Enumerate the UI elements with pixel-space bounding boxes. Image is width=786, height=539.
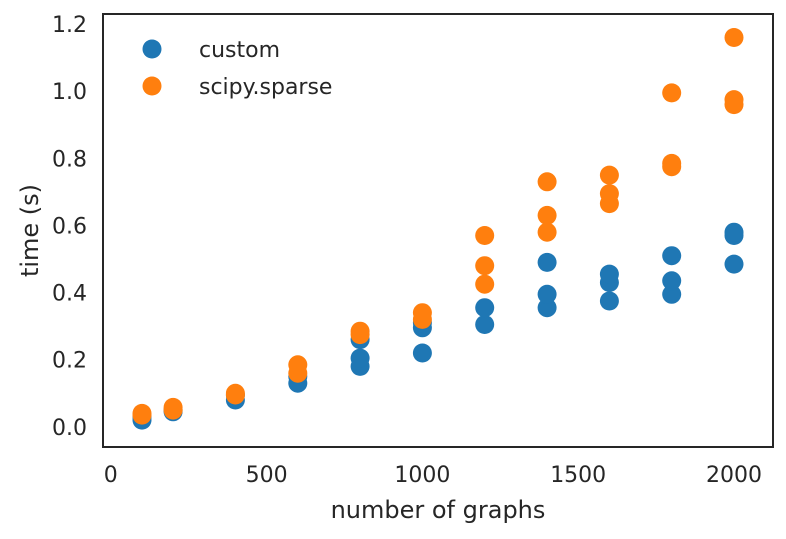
point-custom-9 [350,348,370,368]
plot-frame [102,13,774,448]
x-tick-label: 0 [104,463,118,488]
point-custom-18 [537,252,557,272]
point-scipy-sparse-23 [662,83,682,103]
point-scipy-sparse-17 [537,172,557,192]
y-tick-label: 0.6 [52,215,87,240]
y-tick-label: 0.0 [52,416,87,441]
point-scipy-sparse-13 [475,256,495,276]
point-custom-14 [475,315,495,334]
point-scipy-sparse-20 [599,165,619,185]
point-scipy-sparse-14 [475,226,495,245]
y-axis-label: time (s) [16,184,44,277]
y-tick-label: 0.8 [52,147,87,172]
point-scipy-sparse-3 [163,397,183,417]
point-scipy-sparse-7 [288,355,308,375]
point-scipy-sparse-11 [412,303,432,323]
point-custom-16 [537,298,557,318]
y-tick-label: 0.4 [52,282,87,307]
point-custom-27 [724,222,744,242]
y-axis-ticks: 0.0 0.2 0.4 0.6 0.8 1.0 1.2 [52,13,87,441]
point-scipy-sparse-5 [225,383,245,403]
y-tick-label: 1.0 [52,80,87,105]
point-scipy-sparse-25 [724,90,744,110]
point-custom-19 [599,291,619,311]
legend-label-custom: custom [199,38,280,63]
point-scipy-sparse-15 [537,222,557,242]
x-axis-ticks: 0 500 1000 1500 2000 [104,463,762,488]
point-custom-24 [662,246,682,266]
point-custom-15 [475,298,495,318]
point-scipy-sparse-16 [537,205,557,225]
x-tick-label: 500 [246,463,288,488]
legend: custom scipy.sparse [142,38,332,100]
point-custom-11 [412,343,432,363]
plot-marks [132,28,744,430]
x-tick-label: 2000 [706,463,762,488]
point-custom-17 [537,284,557,304]
point-custom-23 [662,271,682,291]
point-scipy-sparse-12 [475,274,495,294]
point-scipy-sparse-9 [350,321,370,341]
point-scipy-sparse-1 [132,403,152,423]
point-custom-25 [724,254,744,274]
legend-label-scipy-sparse: scipy.sparse [199,75,332,100]
legend-marker-scipy-sparse [142,76,162,96]
x-tick-label: 1000 [394,463,450,488]
y-tick-label: 0.2 [52,349,87,374]
x-tick-label: 1500 [550,463,606,488]
point-custom-22 [662,284,682,304]
y-tick-label: 1.2 [52,13,87,38]
point-custom-21 [599,264,619,284]
legend-marker-custom [142,39,162,59]
point-scipy-sparse-22 [662,153,682,173]
point-scipy-sparse-19 [599,184,619,204]
x-axis-label: number of graphs [331,496,546,524]
point-scipy-sparse-26 [724,28,744,47]
